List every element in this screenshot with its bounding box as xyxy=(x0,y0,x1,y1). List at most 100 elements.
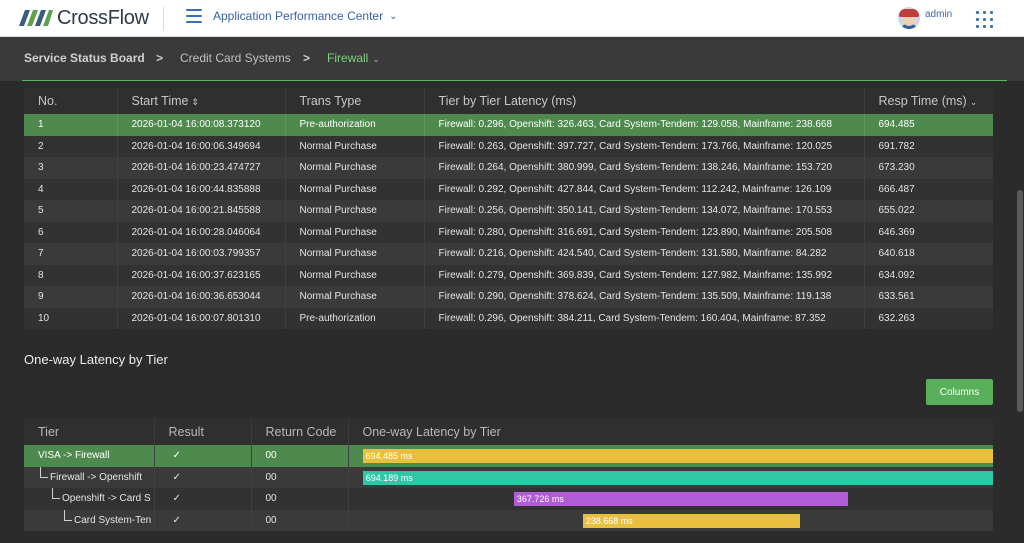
column-header-start-time[interactable]: Start Time ⇕ xyxy=(116,88,285,114)
header-divider xyxy=(163,7,164,31)
check-icon: ✓ xyxy=(153,445,251,467)
tier-row[interactable]: Card System-Ten ✓ 00 238.668 ms xyxy=(24,509,993,531)
cell-no: 7 xyxy=(24,243,117,265)
column-header-one-way-latency[interactable]: One-way Latency by Tier xyxy=(347,418,993,445)
breadcrumb-separator: > xyxy=(303,51,311,65)
latency-bar[interactable]: 694.485 ms xyxy=(362,449,993,463)
cell-no: 10 xyxy=(24,307,117,329)
latency-bar[interactable]: 238.668 ms xyxy=(582,513,800,528)
cell-trans-type: Pre-authorization xyxy=(284,114,424,136)
cell-tier: Card System-Ten xyxy=(24,509,154,531)
tier-row[interactable]: Openshift -> Card S ✓ 00 367.726 ms xyxy=(24,488,993,510)
brand-name: CrossFlow xyxy=(57,7,149,29)
cell-start-time: 2026-01-04 16:00:07.801310 xyxy=(116,307,285,329)
column-header-no[interactable]: No. xyxy=(24,88,117,114)
tier-label: VISA -> Firewall xyxy=(38,450,110,462)
cell-latency-bar: 238.668 ms xyxy=(347,509,993,531)
cell-resp-time: 634.092 xyxy=(863,264,993,286)
crossflow-logo-icon xyxy=(19,10,53,26)
chevron-down-icon: ⌄ xyxy=(372,54,380,64)
breadcrumb-item-firewall[interactable]: Firewall ⌄ xyxy=(327,51,380,65)
column-header-tier[interactable]: Tier xyxy=(24,418,154,445)
breadcrumb-separator: > xyxy=(156,51,164,65)
table-row[interactable]: 5 2026-01-04 16:00:21.845588 Normal Purcha… xyxy=(24,200,993,222)
cell-tier: VISA -> Firewall xyxy=(24,445,154,467)
column-header-result[interactable]: Result xyxy=(153,418,251,445)
cell-no: 1 xyxy=(24,114,117,136)
cell-return-code: 00 xyxy=(250,509,348,531)
table-row[interactable]: 3 2026-01-04 16:00:23.474727 Normal Purcha… xyxy=(24,157,993,179)
cell-start-time: 2026-01-04 16:00:28.046064 xyxy=(116,221,285,243)
cell-tier-latency: Firewall: 0.290, Openshift: 378.624, Car… xyxy=(423,286,864,308)
tree-connector xyxy=(52,488,60,499)
cell-tier-latency: Firewall: 0.296, Openshift: 384.211, Car… xyxy=(423,307,864,329)
cell-start-time: 2026-01-04 16:00:21.845588 xyxy=(116,200,285,222)
table-row[interactable]: 2 2026-01-04 16:00:06.349694 Normal Purcha… xyxy=(24,135,993,157)
column-header-resp-time[interactable]: Resp Time (ms) ⌄ xyxy=(863,88,993,114)
breadcrumb-item-service-status-board[interactable]: Service Status Board xyxy=(24,51,145,65)
top-header: CrossFlow Application Performance Center… xyxy=(0,0,1024,37)
breadcrumb: Service Status Board > Credit Card Syste… xyxy=(0,37,1024,81)
cell-tier: Firewall -> Openshift xyxy=(24,466,154,488)
check-icon: ✓ xyxy=(153,466,251,488)
apps-grid-icon[interactable] xyxy=(976,11,993,28)
cell-trans-type: Normal Purchase xyxy=(284,264,424,286)
cell-resp-time: 666.487 xyxy=(863,178,993,200)
cell-tier-latency: Firewall: 0.296, Openshift: 326.463, Car… xyxy=(423,114,864,136)
table-row[interactable]: 10 2026-01-04 16:00:07.801310 Pre-authoriz… xyxy=(24,307,993,329)
sort-icon[interactable]: ⇕ xyxy=(191,97,200,107)
tier-label: Firewall -> Openshift xyxy=(50,471,142,483)
cell-trans-type: Normal Purchase xyxy=(284,157,424,179)
cell-no: 9 xyxy=(24,286,117,308)
brand-logo[interactable]: CrossFlow xyxy=(19,8,149,28)
sort-desc-icon[interactable]: ⌄ xyxy=(969,97,978,107)
cell-latency-bar: 694.485 ms xyxy=(347,445,993,467)
cell-start-time: 2026-01-04 16:00:06.349694 xyxy=(116,135,285,157)
tier-row[interactable]: VISA -> Firewall ✓ 00 694.485 ms xyxy=(24,445,993,467)
cell-start-time: 2026-01-04 16:00:37.623165 xyxy=(116,264,285,286)
cell-trans-type: Normal Purchase xyxy=(284,286,424,308)
breadcrumb-underline xyxy=(22,80,1007,81)
latency-bar[interactable]: 367.726 ms xyxy=(513,492,848,506)
column-header-tier-latency[interactable]: Tier by Tier Latency (ms) xyxy=(423,88,864,114)
cell-no: 5 xyxy=(24,200,117,222)
table-row[interactable]: 1 2026-01-04 16:00:08.373120 Pre-authoriza… xyxy=(24,114,993,136)
table-row[interactable]: 8 2026-01-04 16:00:37.623165 Normal Purcha… xyxy=(24,264,993,286)
cell-resp-time: 655.022 xyxy=(863,200,993,222)
app-switcher[interactable]: Application Performance Center ⌄ xyxy=(186,9,397,23)
tier-row[interactable]: Firewall -> Openshift ✓ 00 694.189 ms xyxy=(24,466,993,488)
scrollbar[interactable] xyxy=(1017,190,1023,412)
transactions-table: No. Start Time ⇕ Trans Type Tier by Tier … xyxy=(24,88,993,329)
cell-trans-type: Normal Purchase xyxy=(284,243,424,265)
tree-connector xyxy=(40,466,48,478)
cell-tier-latency: Firewall: 0.264, Openshift: 380.999, Car… xyxy=(423,157,864,179)
check-icon: ✓ xyxy=(153,509,251,531)
cell-tier-latency: Firewall: 0.279, Openshift: 369.839, Car… xyxy=(423,264,864,286)
latency-bar[interactable]: 694.189 ms xyxy=(362,470,993,485)
table-row[interactable]: 4 2026-01-04 16:00:44.835888 Normal Purcha… xyxy=(24,178,993,200)
column-header-trans-type[interactable]: Trans Type xyxy=(284,88,424,114)
cell-return-code: 00 xyxy=(250,445,348,467)
breadcrumb-item-credit-card-systems[interactable]: Credit Card Systems xyxy=(180,51,291,65)
cell-resp-time: 691.782 xyxy=(863,135,993,157)
breadcrumb-current-label: Firewall xyxy=(327,51,369,65)
table-row[interactable]: 7 2026-01-04 16:00:03.799357 Normal Purcha… xyxy=(24,243,993,265)
table-row[interactable]: 6 2026-01-04 16:00:28.046064 Normal Purcha… xyxy=(24,221,993,243)
columns-button[interactable]: Columns xyxy=(926,379,993,405)
chevron-down-icon: ⌄ xyxy=(389,10,398,22)
table-header-row: No. Start Time ⇕ Trans Type Tier by Tier … xyxy=(24,88,993,114)
cell-tier-latency: Firewall: 0.256, Openshift: 350.141, Car… xyxy=(423,200,864,222)
hamburger-menu-icon[interactable] xyxy=(186,9,202,23)
table-row[interactable]: 9 2026-01-04 16:00:36.653044 Normal Purcha… xyxy=(24,286,993,308)
cell-resp-time: 640.618 xyxy=(863,243,993,265)
cell-resp-time: 694.485 xyxy=(863,114,993,136)
cell-trans-type: Normal Purchase xyxy=(284,221,424,243)
check-icon: ✓ xyxy=(153,488,251,510)
column-header-return-code[interactable]: Return Code xyxy=(250,418,348,445)
cell-trans-type: Normal Purchase xyxy=(284,135,424,157)
cell-return-code: 00 xyxy=(250,466,348,488)
cell-trans-type: Normal Purchase xyxy=(284,200,424,222)
cell-tier: Openshift -> Card S xyxy=(24,488,154,510)
cell-no: 4 xyxy=(24,178,117,200)
user-menu[interactable]: admin xyxy=(898,7,952,29)
